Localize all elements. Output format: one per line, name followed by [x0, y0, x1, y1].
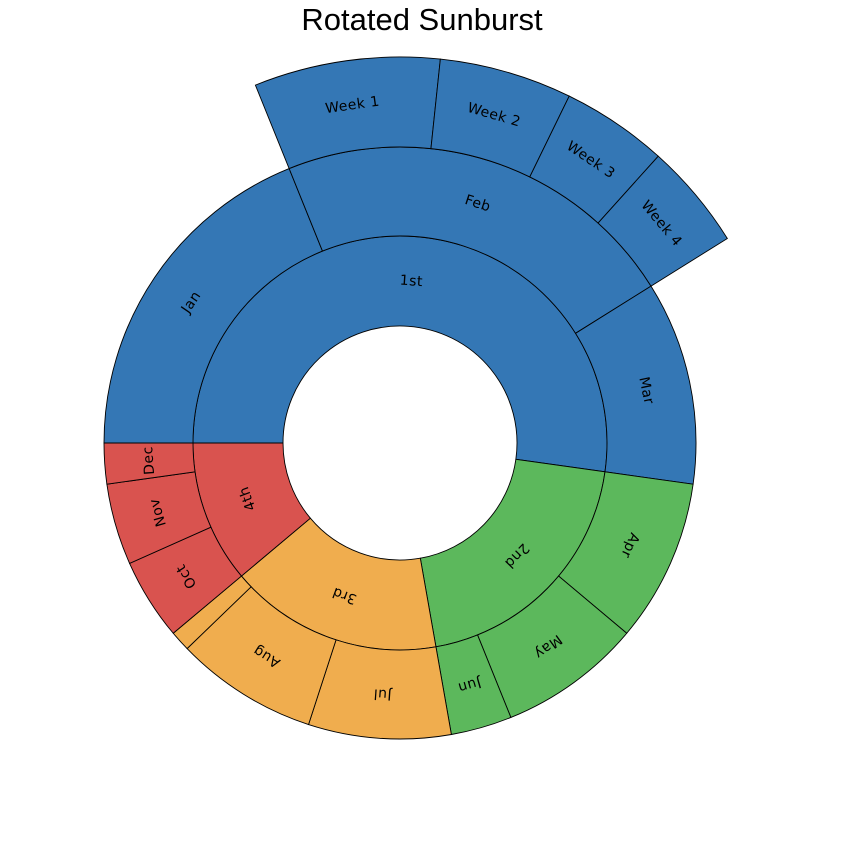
label-1st-feb-week-1: Week 1	[324, 94, 380, 117]
segment-4th-dec[interactable]	[103, 442, 196, 485]
segment-1st-feb-week-4[interactable]	[597, 155, 728, 287]
label-1st-feb: Feb	[463, 192, 493, 215]
label-3rd-jul: Jul	[373, 685, 393, 702]
label-2nd-jun: Jun	[456, 674, 484, 696]
chart-title: Rotated Sunburst	[301, 2, 543, 37]
label-4th-nov: Nov	[147, 496, 170, 528]
label-1st: 1st	[399, 273, 423, 291]
label-1st-mar: Mar	[635, 375, 656, 406]
label-3rd: 3rd	[330, 583, 359, 607]
label-4th: 4th	[236, 484, 260, 513]
label-4th-dec: Dec	[140, 446, 158, 476]
